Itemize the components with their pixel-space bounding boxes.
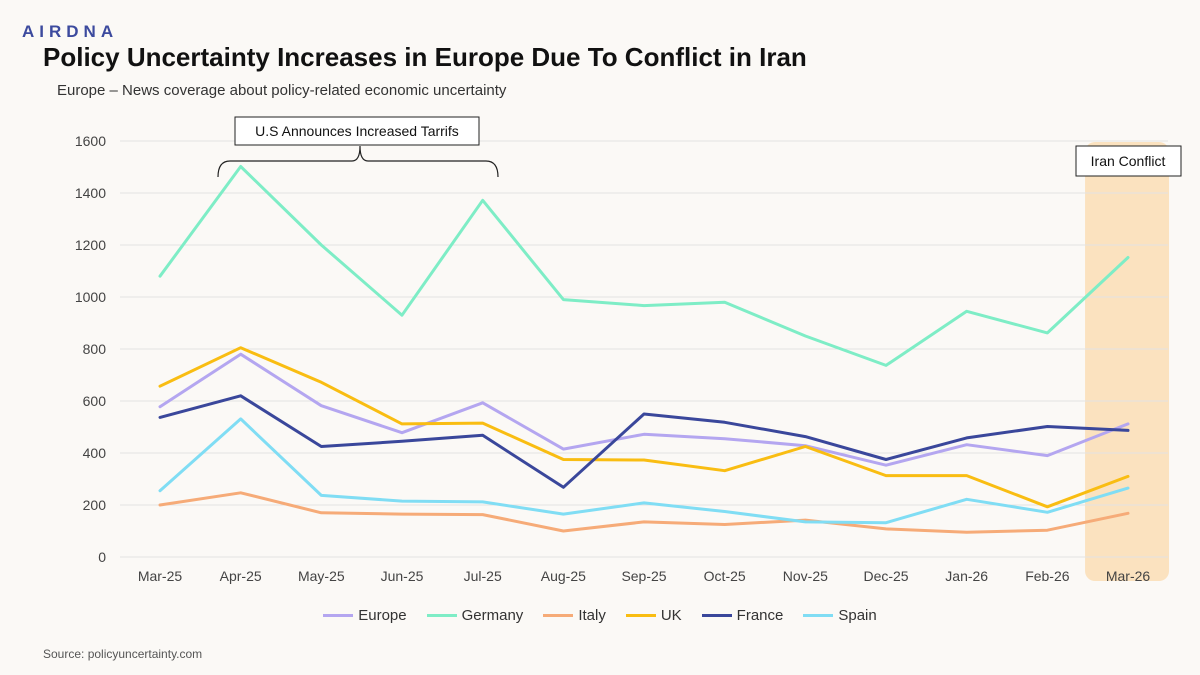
y-tick-label: 800 [83,341,107,357]
legend-label: Europe [358,607,407,624]
chart-legend: Europe Germany Italy UK France Spain [0,607,1200,624]
x-tick-label: Oct-25 [704,568,746,584]
legend-item-italy: Italy [543,607,606,624]
y-tick-label: 1400 [75,185,106,201]
x-tick-label: Jan-26 [945,568,988,584]
legend-swatch [625,614,656,617]
legend-swatch [803,614,834,617]
x-tick-label: Nov-25 [783,568,828,584]
series-line-italy [158,491,1130,534]
x-tick-label: May-25 [298,568,345,584]
series-line-uk [158,346,1130,509]
y-tick-label: 400 [83,445,107,461]
legend-label: UK [660,607,682,624]
series-line-europe [158,352,1130,467]
chart-subtitle: Europe – News coverage about policy-rela… [57,82,507,99]
iran-annotation-box [1075,145,1182,177]
y-tick-label: 1000 [75,289,106,305]
x-tick-label: Sep-25 [621,568,666,584]
x-tick-label: Apr-25 [220,568,262,584]
legend-swatch [323,614,354,617]
source-note: Source: policyuncertainty.com [43,647,203,661]
x-tick-label: Jun-25 [381,568,424,584]
iran-conflict-highlight [1085,142,1170,581]
legend-label: Spain [838,607,877,624]
legend-item-germany: Germany [426,607,524,624]
legend-label: France [736,607,784,624]
y-tick-label: 1200 [75,237,106,253]
y-tick-label: 200 [83,497,107,513]
x-tick-label: Dec-25 [863,568,908,584]
legend-label: Germany [461,607,524,624]
x-tick-label: Jul-25 [464,568,502,584]
airdna-logo: AIRDNA [22,22,119,41]
legend-label: Italy [578,607,606,624]
series-line-france [158,394,1130,489]
legend-swatch [701,614,732,617]
iran-annotation-label: Iran Conflict [1091,153,1166,169]
tariff-annotation-label: U.S Announces Increased Tarrifs [255,123,459,139]
chart-title: Policy Uncertainty Increases in Europe D… [43,42,807,72]
x-tick-label: Mar-26 [1106,568,1151,584]
y-tick-label: 1600 [75,133,106,149]
y-tick-label: 600 [83,393,107,409]
series-line-germany [158,165,1130,367]
x-tick-label: Mar-25 [138,568,183,584]
x-tick-label: Aug-25 [541,568,586,584]
tariff-annotation-box [234,116,480,146]
legend-swatch [543,614,574,617]
legend-swatch [426,614,457,617]
y-tick-label: 0 [98,549,106,565]
legend-item-france: France [701,607,784,624]
legend-item-europe: Europe [323,607,407,624]
legend-item-spain: Spain [803,607,877,624]
x-tick-label: Feb-26 [1025,568,1070,584]
series-line-spain [158,417,1130,525]
legend-item-uk: UK [625,607,682,624]
tariff-bracket [217,145,499,178]
